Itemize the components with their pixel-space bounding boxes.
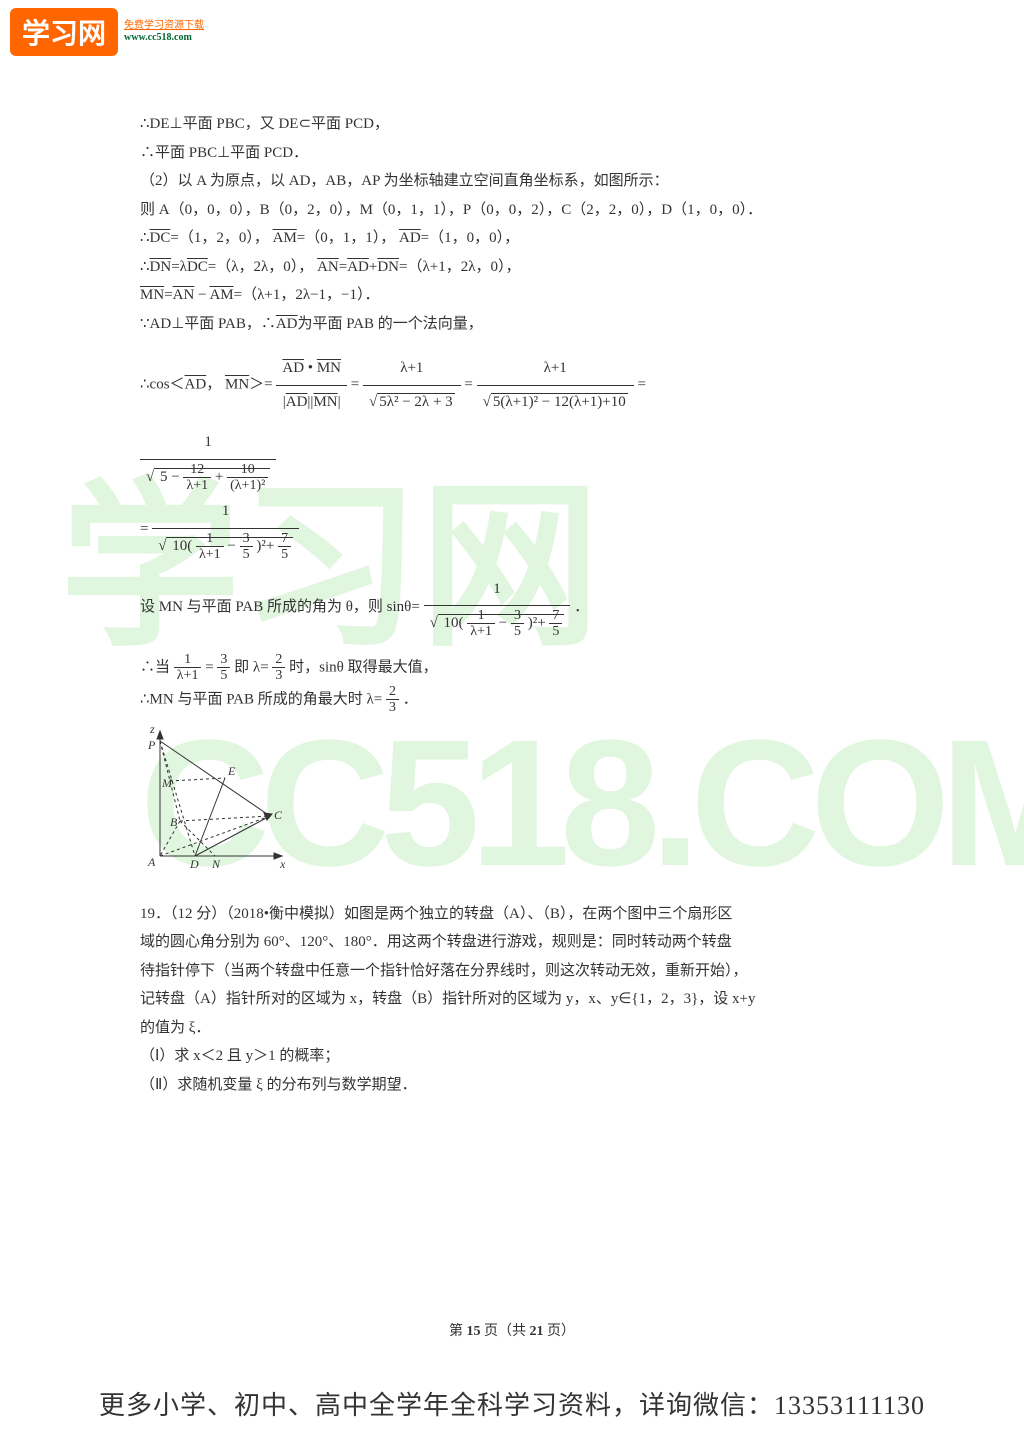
q19-line: 记转盘（A）指针所对的区域为 x，转盘（B）指针所对的区域为 y，x、y∈{1，… <box>140 985 890 1014</box>
q19-line: （Ⅰ）求 x＜2 且 y＞1 的概率； <box>140 1042 890 1071</box>
math-frac-line2: = 1 10( 1λ+1 − 35 )²+ 75 <box>140 495 890 564</box>
when-line: ∴当 1λ+1 = 35 即 λ= 23 时，sinθ 取得最大值， <box>140 652 890 684</box>
svg-text:E: E <box>227 764 236 778</box>
math-line: MN=AN − AM=（λ+1，2λ−1，−1）． <box>140 281 890 310</box>
line: ∴DE⊥平面 PBC，又 DE⊂平面 PCD， <box>140 110 890 139</box>
svg-text:z: z <box>149 722 155 736</box>
svg-text:A: A <box>147 855 156 869</box>
svg-text:x: x <box>279 857 286 871</box>
q19-line: 待指针停下（当两个转盘中任意一个指针恰好落在分界线时，则这次转动无效，重新开始）… <box>140 957 890 986</box>
logo-subtitle: 免费学习资源下载 <box>124 20 204 32</box>
svg-text:N: N <box>211 857 221 871</box>
svg-text:M: M <box>161 776 173 790</box>
math-frac-line: 1 5 − 12λ+1 + 10(λ+1)² <box>140 426 890 495</box>
logo-url: www.cc518.com <box>124 32 204 44</box>
logo-text: 学习网 <box>10 8 118 56</box>
site-logo: 学习网 免费学习资源下载 www.cc518.com <box>10 8 204 56</box>
math-line: ∵AD⊥平面 PAB，∴AD为平面 PAB 的一个法向量， <box>140 310 890 339</box>
svg-text:P: P <box>147 738 156 752</box>
line: （2）以 A 为原点，以 AD，AB，AP 为坐标轴建立空间直角坐标系，如图所示… <box>140 167 890 196</box>
geometry-diagram: z P E M B C A D N x <box>140 721 290 871</box>
q19-line: 19．（12 分）（2018•衡中模拟）如图是两个独立的转盘（A）、（B），在两… <box>140 900 890 929</box>
max-line: ∴MN 与平面 PAB 所成的角最大时 λ= 23 ． <box>140 684 890 716</box>
document-body: ∴DE⊥平面 PBC，又 DE⊂平面 PCD， ∴平面 PBC⊥平面 PCD． … <box>140 110 890 1099</box>
svg-text:B: B <box>170 815 178 829</box>
math-cos-line: ∴cos＜AD， MN＞= AD • MN |AD||MN| = λ+1 5λ²… <box>140 352 890 418</box>
footer-text: 更多小学、初中、高中全学年全科学习资料，详询微信：13353111130 <box>0 1385 1024 1422</box>
line: ∴平面 PBC⊥平面 PCD． <box>140 139 890 168</box>
sin-line: 设 MN 与平面 PAB 所成的角为 θ，则 sinθ= 1 10( 1λ+1 … <box>140 573 890 642</box>
svg-text:D: D <box>189 857 199 871</box>
page-number: 第 15 页（共 21 页） <box>0 1320 1024 1340</box>
line: 则 A（0，0，0），B（0，2，0），M（0，1，1），P（0，0，2），C（… <box>140 196 890 225</box>
math-line: ∴DN=λDC=（λ，2λ，0）， AN=AD+DN=（λ+1，2λ，0）， <box>140 253 890 282</box>
q19-line: （Ⅱ）求随机变量 ξ 的分布列与数学期望． <box>140 1071 890 1100</box>
math-line: ∴DC=（1，2，0）， AM=（0，1，1）， AD=（1，0，0）， <box>140 224 890 253</box>
q19-line: 的值为 ξ． <box>140 1014 890 1043</box>
q19-line: 域的圆心角分别为 60°、120°、180°．用这两个转盘进行游戏，规则是：同时… <box>140 928 890 957</box>
svg-text:C: C <box>274 808 283 822</box>
